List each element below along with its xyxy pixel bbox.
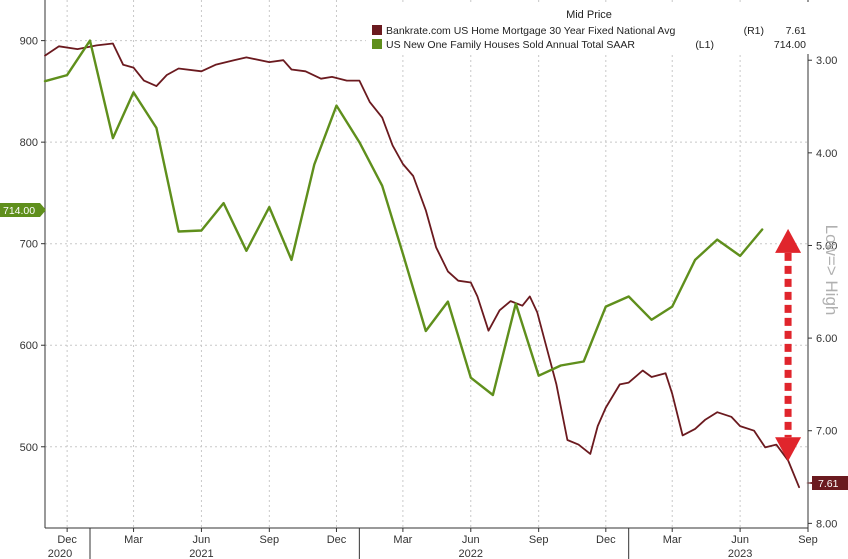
legend-label-mortgage: Bankrate.com US Home Mortgage 30 Year Fi… (386, 25, 675, 37)
x-axis-tick-label: Jun (731, 534, 749, 546)
x-axis-year-label: 2020 (48, 548, 72, 559)
axes: 500 600 700 800 900 3.00 4.00 5.00 6.00 7.00 8.00 D… (20, 0, 837, 559)
right-last-value-text: 7.61 (818, 478, 839, 490)
series-layer (43, 39, 800, 489)
right-axis-tick-label: 6.00 (816, 333, 837, 345)
x-axis-tick-label: Sep (529, 534, 549, 546)
left-axis-tick-label: 800 (20, 137, 38, 149)
legend-swatch-homesales (372, 39, 382, 49)
x-axis-tick-label: Jun (462, 534, 480, 546)
right-axis-tick-label: 3.00 (816, 55, 837, 67)
x-axis-tick-label: Mar (663, 534, 682, 546)
x-axis-tick-label: Sep (798, 534, 818, 546)
left-axis-tick-label: 900 (20, 36, 38, 48)
legend-swatch-mortgage (372, 25, 382, 35)
x-axis-tick-label: Dec (57, 534, 77, 546)
x-axis-year-label: 2021 (189, 548, 213, 559)
x-axis-tick-label: Sep (260, 534, 280, 546)
right-last-value-tag: 7.61 (806, 476, 848, 490)
right-axis-title: Low=> High (822, 225, 841, 316)
grid (45, 0, 808, 528)
x-axis-year-label: 2022 (459, 548, 483, 559)
right-axis-tick-label: 8.00 (816, 518, 837, 530)
left-axis-tick-label: 500 (20, 442, 38, 454)
annotation-arrow-head-up (775, 228, 802, 253)
legend-value-mortgage: 7.61 (786, 25, 807, 37)
legend-box (366, 2, 812, 54)
annotation-layer (775, 228, 802, 462)
right-axis-tick-label: 4.00 (816, 148, 837, 160)
home-sales-line (43, 39, 764, 397)
legend-tag-homesales: (L1) (695, 39, 714, 51)
right-axis-tick-label: 7.00 (816, 426, 837, 438)
right-axis-tick-label: 5.00 (816, 240, 837, 252)
x-axis-tick-label: Dec (327, 534, 347, 546)
x-axis-tick-label: Dec (596, 534, 616, 546)
x-axis-year-label: 2023 (728, 548, 752, 559)
x-axis-tick-label: Mar (124, 534, 143, 546)
left-last-value-tag: 714.00 (0, 203, 46, 217)
legend-title: Mid Price (566, 9, 612, 21)
legend-tag-mortgage: (R1) (744, 25, 764, 37)
x-axis-tick-label: Mar (393, 534, 412, 546)
legend: Mid Price Bankrate.com US Home Mortgage … (366, 2, 812, 54)
legend-label-homesales: US New One Family Houses Sold Annual Tot… (386, 39, 635, 51)
legend-value-homesales: 714.00 (774, 39, 806, 51)
annotation-arrow-head-down (775, 437, 802, 462)
x-axis-tick-label: Jun (193, 534, 211, 546)
mortgage-rate-line (44, 42, 800, 489)
left-axis-tick-label: 600 (20, 340, 38, 352)
left-axis-tick-label: 700 (20, 239, 38, 251)
left-last-value-text: 714.00 (3, 205, 35, 217)
